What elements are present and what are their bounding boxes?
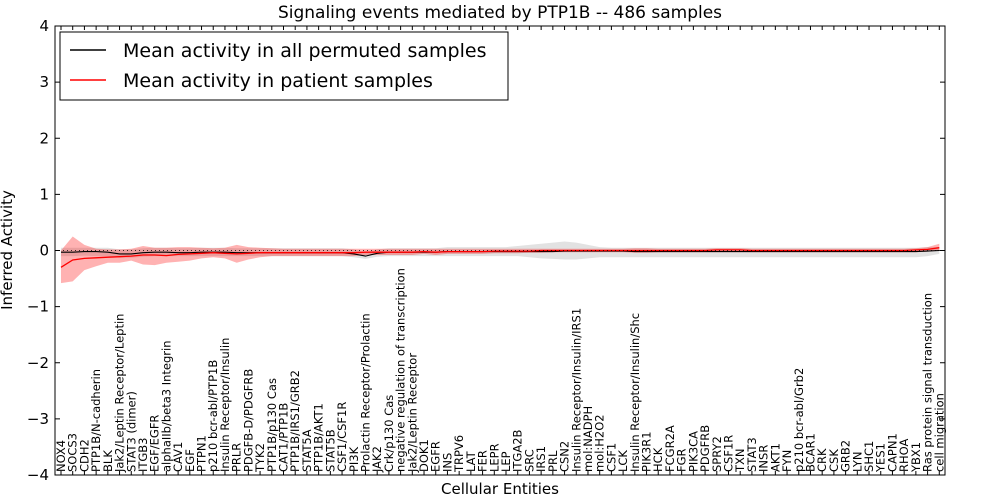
x-axis-title: Cellular Entities [441, 480, 559, 498]
entity-label: PI3K [347, 446, 361, 472]
entity-label: Ras protein signal transduction [921, 293, 935, 472]
entity-label: YES1 [874, 443, 888, 473]
entity-label: NOX4 [54, 440, 68, 472]
x-axis-entity-labels: NOX4SOCS3CDH2PTP1B/N-cadherinBLKJak2/Lep… [54, 26, 946, 475]
entity-label: STAT3 [745, 437, 759, 472]
entity-label: CSF1/CSF1R [335, 402, 349, 472]
series-lines [60, 247, 940, 268]
y-tick-label: 4 [39, 17, 49, 35]
entity-label: IRS1 [534, 446, 548, 472]
entity-label: p210 bcr-abl/Grb2 [792, 368, 806, 472]
entity-label: PRLR [230, 443, 244, 472]
entity-label: p210 bcr-abl/PTP1B [206, 360, 220, 472]
entity-label: TXN [733, 448, 747, 473]
entity-label: Insulin Receptor/Insulin/Shc [628, 313, 642, 472]
y-tick-label: −4 [27, 466, 49, 484]
y-tick-label: −1 [27, 298, 49, 316]
entity-label: mol:H2O2 [593, 414, 607, 472]
entity-label: PTP1B/N-cadherin [89, 369, 103, 472]
entity-label: AKT1 [768, 443, 782, 472]
y-tick-label: 0 [39, 242, 49, 260]
entity-label: BCAR1 [804, 433, 818, 472]
entity-label: CSF1R [722, 435, 736, 472]
entity-label: EGF/EGFR [148, 415, 162, 472]
entity-label: FER [476, 450, 490, 472]
y-tick-label: −3 [27, 410, 49, 428]
confidence-bands [61, 236, 940, 284]
entity-label: DOK1 [417, 439, 431, 472]
entity-label: PTP1B/p130 Cas [265, 378, 279, 472]
y-axis: −4 −3 −2 −1 0 1 2 3 4 [27, 17, 945, 484]
entity-label: SOCS3 [66, 433, 80, 472]
entity-label: CAV1 [171, 442, 185, 472]
entity-label: PIK3CA [686, 431, 700, 472]
entity-label: BLK [101, 450, 115, 472]
entity-label: LYN [850, 451, 864, 472]
entity-label: PDGFRB [698, 425, 712, 472]
entity-label: EGF [183, 449, 197, 472]
entity-label: PIK3R1 [640, 431, 654, 472]
entity-label: mol:NADPH [581, 406, 595, 472]
entity-label: LAT [464, 450, 478, 472]
entity-label: TRPV6 [452, 435, 466, 473]
entity-label: Insulin Receptor/Insulin/IRS1 [569, 308, 583, 472]
entity-label: CDH2 [77, 439, 91, 472]
chart-title: Signaling events mediated by PTP1B -- 48… [278, 3, 722, 23]
entity-label: HCK [651, 447, 665, 472]
y-tick-label: 2 [39, 129, 49, 147]
entity-label: alphaIIb/beta3 Integrin [159, 340, 173, 472]
entity-label: INS [440, 453, 454, 472]
entity-label: LEPR [487, 443, 501, 472]
entity-label: Prolactin Receptor/Prolactin [359, 313, 373, 472]
entity-label: STAT3 (dimer) [124, 391, 138, 472]
entity-label: CSK [827, 449, 841, 472]
entity-label: CAT1/PTP1B [277, 403, 291, 472]
y-tick-label: 3 [39, 73, 49, 91]
entity-label: PTP1B/AKT1 [312, 403, 326, 472]
entity-label: SPRY2 [710, 436, 724, 472]
y-axis-title: Inferred Activity [0, 190, 16, 310]
y-tick-label: 1 [39, 185, 49, 203]
legend: Mean activity in all permuted samples Me… [59, 31, 509, 101]
entity-label: LEP [499, 451, 513, 472]
entity-label: JAK2 [370, 446, 384, 473]
entity-label: Crk/p130 Cas [382, 395, 396, 472]
entity-label: STAT5B [323, 429, 337, 472]
entity-label: YBX1 [909, 442, 923, 473]
entity-label: CRK [815, 448, 829, 472]
entity-label: PTP1B/IRS1/GRB2 [288, 370, 302, 472]
y-tick-label: −2 [27, 354, 49, 372]
entity-label: PRL [546, 450, 560, 472]
legend-label-patient: Mean activity in patient samples [123, 70, 433, 92]
entity-label: SRC [522, 449, 536, 472]
entity-label: TYK2 [253, 443, 267, 473]
legend-label-permuted: Mean activity in all permuted samples [123, 40, 486, 62]
band-patient [61, 236, 940, 284]
entity-label: FGR [675, 449, 689, 473]
entity-label: SHC1 [862, 441, 876, 472]
entity-label: Jak2/Leptin Receptor/Leptin [113, 314, 127, 473]
entity-label: GRB2 [839, 440, 853, 472]
entity-label: ITGB3 [136, 437, 150, 472]
legend-box [59, 31, 509, 101]
entity-label: cell migration [932, 393, 946, 472]
entity-label: FYN [780, 450, 794, 472]
entity-label: ITGA2B [511, 429, 525, 472]
entity-label: Jak2/Leptin Receptor [405, 353, 419, 473]
entity-label: CAPN1 [885, 433, 899, 472]
entity-label: INSR [757, 445, 771, 472]
entity-label: RHOA [897, 439, 911, 472]
entity-label: PDGFB-D/PDGFRB [241, 369, 255, 472]
entity-label: CSF1 [604, 443, 618, 472]
entity-label: CSN2 [558, 441, 572, 472]
entity-label: Insulin Receptor/Insulin [218, 338, 232, 472]
entity-label: negative regulation of transcription [394, 268, 408, 472]
entity-label: STAT5A [300, 429, 314, 472]
entity-label: PTPN1 [195, 435, 209, 472]
series-line-patient [60, 247, 940, 268]
entity-label: FCGR2A [663, 425, 677, 472]
entity-label: LCK [616, 450, 630, 472]
entity-label: EGFR [429, 441, 443, 472]
